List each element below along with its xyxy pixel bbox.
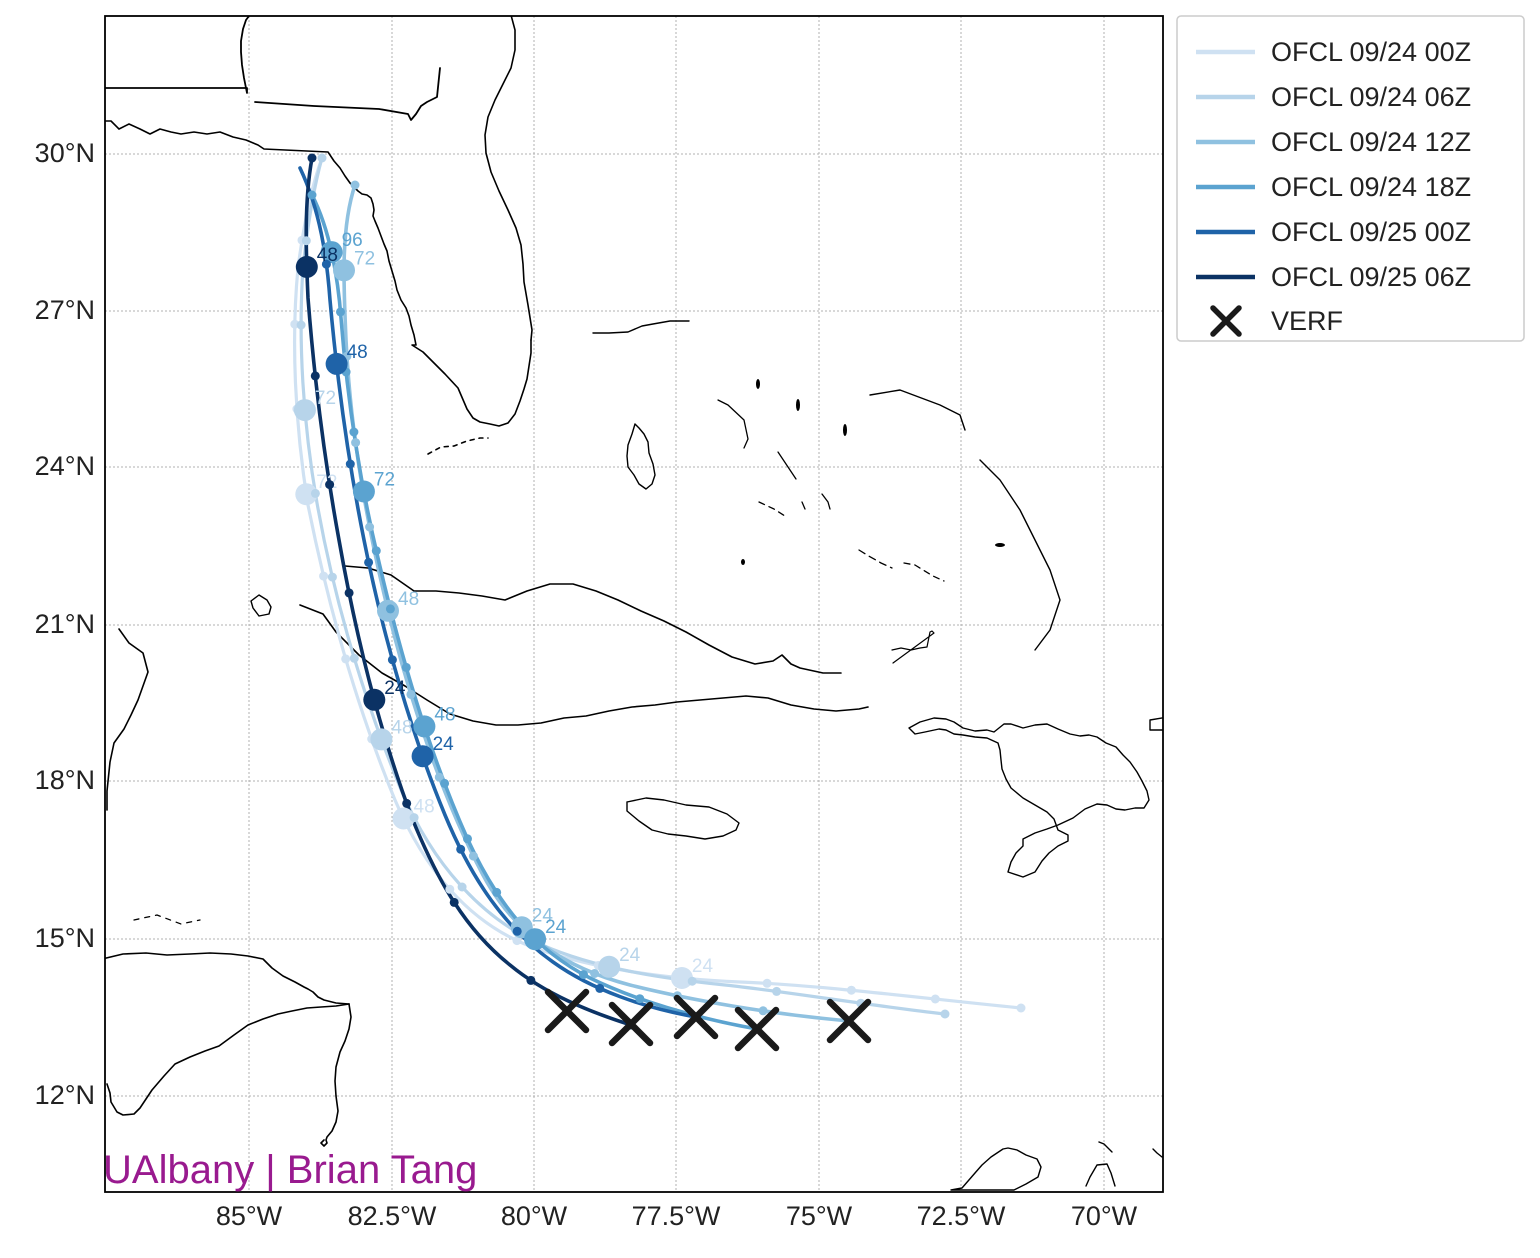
svg-text:48: 48 [398,589,419,610]
svg-text:UAlbany | Brian Tang: UAlbany | Brian Tang [103,1148,477,1192]
svg-text:72: 72 [354,248,375,269]
svg-text:24: 24 [384,678,406,699]
svg-text:30°N: 30°N [35,138,95,168]
svg-text:21°N: 21°N [35,609,95,639]
svg-text:12°N: 12°N [35,1080,95,1110]
svg-text:48: 48 [347,342,368,363]
svg-text:75°W: 75°W [786,1201,853,1231]
svg-text:24°N: 24°N [35,451,95,481]
svg-text:27°N: 27°N [35,295,95,325]
svg-text:15°N: 15°N [35,923,95,953]
svg-text:OFCL 09/24 00Z: OFCL 09/24 00Z [1271,37,1471,67]
svg-text:96: 96 [342,230,363,251]
svg-text:OFCL 09/24 12Z: OFCL 09/24 12Z [1271,127,1471,157]
svg-text:VERF: VERF [1271,306,1343,336]
svg-text:18°N: 18°N [35,765,95,795]
svg-text:OFCL 09/24 18Z: OFCL 09/24 18Z [1271,172,1471,202]
svg-text:48: 48 [391,717,412,738]
svg-text:24: 24 [545,917,567,938]
svg-text:72: 72 [315,388,336,409]
svg-text:70°W: 70°W [1071,1201,1138,1231]
svg-text:77.5°W: 77.5°W [632,1201,721,1231]
svg-text:24: 24 [692,956,714,977]
svg-text:82.5°W: 82.5°W [348,1201,437,1231]
svg-text:OFCL 09/25 00Z: OFCL 09/25 00Z [1271,217,1471,247]
svg-text:48: 48 [317,245,338,266]
svg-text:80°W: 80°W [501,1201,568,1231]
svg-text:85°W: 85°W [216,1201,283,1231]
svg-text:OFCL 09/24 06Z: OFCL 09/24 06Z [1271,82,1471,112]
svg-text:48: 48 [434,704,455,725]
svg-text:24: 24 [619,945,641,966]
svg-text:OFCL 09/25 06Z: OFCL 09/25 06Z [1271,262,1471,292]
svg-text:72: 72 [374,470,395,491]
svg-text:24: 24 [433,734,455,755]
svg-text:72.5°W: 72.5°W [917,1201,1006,1231]
